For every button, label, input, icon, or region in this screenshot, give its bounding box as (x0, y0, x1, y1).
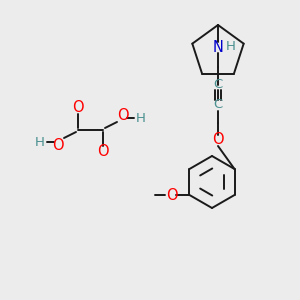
Text: O: O (166, 188, 177, 202)
Text: O: O (117, 107, 129, 122)
Text: H: H (226, 40, 236, 53)
Text: O: O (52, 137, 64, 152)
Text: O: O (97, 145, 109, 160)
Text: C: C (213, 79, 223, 92)
Text: N: N (213, 40, 224, 55)
Text: O: O (72, 100, 84, 116)
Text: C: C (213, 98, 223, 112)
Text: H: H (35, 136, 45, 148)
Text: O: O (212, 133, 224, 148)
Text: H: H (136, 112, 146, 124)
